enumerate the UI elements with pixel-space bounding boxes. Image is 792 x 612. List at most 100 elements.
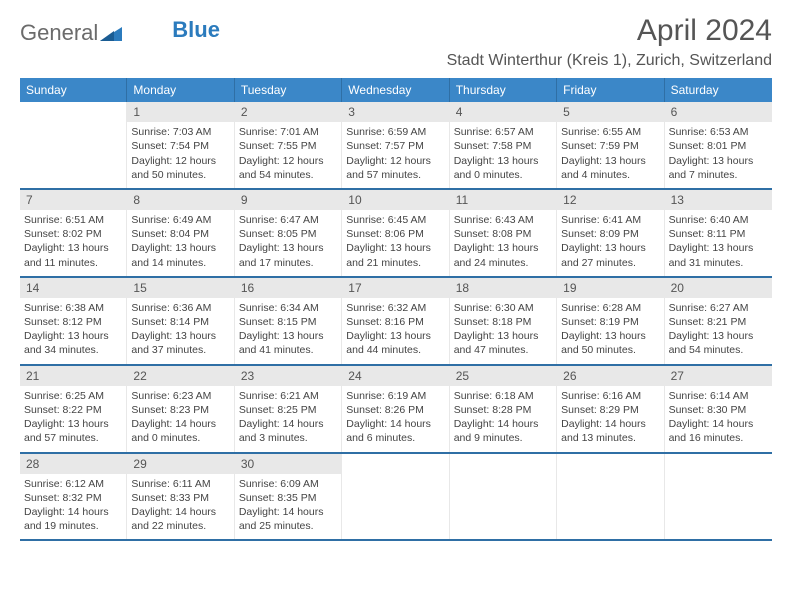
day-cell: 15Sunrise: 6:36 AMSunset: 8:14 PMDayligh…	[127, 278, 234, 364]
daylight-line: Daylight: 14 hours and 0 minutes.	[131, 417, 229, 445]
day-number	[557, 454, 663, 474]
day-number	[665, 454, 772, 474]
sunrise-line: Sunrise: 6:57 AM	[454, 125, 552, 139]
daylight-line: Daylight: 13 hours and 54 minutes.	[669, 329, 768, 357]
daylight-line: Daylight: 13 hours and 27 minutes.	[561, 241, 659, 269]
daylight-line: Daylight: 13 hours and 34 minutes.	[24, 329, 122, 357]
daylight-line: Daylight: 13 hours and 24 minutes.	[454, 241, 552, 269]
sunrise-line: Sunrise: 6:09 AM	[239, 477, 337, 491]
daylight-line: Daylight: 13 hours and 14 minutes.	[131, 241, 229, 269]
sunrise-line: Sunrise: 6:11 AM	[131, 477, 229, 491]
sunset-line: Sunset: 8:28 PM	[454, 403, 552, 417]
sunrise-line: Sunrise: 6:16 AM	[561, 389, 659, 403]
day-number: 10	[342, 190, 448, 210]
day-number: 2	[235, 102, 341, 122]
day-number: 7	[20, 190, 126, 210]
day-number: 21	[20, 366, 126, 386]
logo-word-general: General	[20, 20, 98, 46]
sunset-line: Sunset: 7:59 PM	[561, 139, 659, 153]
sunrise-line: Sunrise: 6:38 AM	[24, 301, 122, 315]
weekday-header-row: SundayMondayTuesdayWednesdayThursdayFrid…	[20, 78, 772, 102]
day-cell: 3Sunrise: 6:59 AMSunset: 7:57 PMDaylight…	[342, 102, 449, 188]
day-number: 1	[127, 102, 233, 122]
sunset-line: Sunset: 8:06 PM	[346, 227, 444, 241]
daylight-line: Daylight: 12 hours and 50 minutes.	[131, 154, 229, 182]
day-number	[342, 454, 448, 474]
daylight-line: Daylight: 14 hours and 13 minutes.	[561, 417, 659, 445]
daylight-line: Daylight: 13 hours and 47 minutes.	[454, 329, 552, 357]
sunset-line: Sunset: 8:18 PM	[454, 315, 552, 329]
logo-triangle-icon	[100, 23, 122, 44]
daylight-line: Daylight: 14 hours and 22 minutes.	[131, 505, 229, 533]
daylight-line: Daylight: 13 hours and 50 minutes.	[561, 329, 659, 357]
sunrise-line: Sunrise: 6:55 AM	[561, 125, 659, 139]
sunrise-line: Sunrise: 6:40 AM	[669, 213, 768, 227]
sunrise-line: Sunrise: 7:01 AM	[239, 125, 337, 139]
weekday-header: Wednesday	[342, 78, 449, 102]
weekday-header: Friday	[557, 78, 664, 102]
day-cell: 22Sunrise: 6:23 AMSunset: 8:23 PMDayligh…	[127, 366, 234, 452]
week-row: 1Sunrise: 7:03 AMSunset: 7:54 PMDaylight…	[20, 102, 772, 190]
location-text: Stadt Winterthur (Kreis 1), Zurich, Swit…	[447, 52, 772, 70]
daylight-line: Daylight: 13 hours and 37 minutes.	[131, 329, 229, 357]
weekday-header: Tuesday	[235, 78, 342, 102]
day-number: 19	[557, 278, 663, 298]
sunrise-line: Sunrise: 6:41 AM	[561, 213, 659, 227]
day-cell: 25Sunrise: 6:18 AMSunset: 8:28 PMDayligh…	[450, 366, 557, 452]
sunrise-line: Sunrise: 7:03 AM	[131, 125, 229, 139]
day-cell: 21Sunrise: 6:25 AMSunset: 8:22 PMDayligh…	[20, 366, 127, 452]
sunrise-line: Sunrise: 6:18 AM	[454, 389, 552, 403]
sunset-line: Sunset: 8:12 PM	[24, 315, 122, 329]
day-cell: 27Sunrise: 6:14 AMSunset: 8:30 PMDayligh…	[665, 366, 772, 452]
day-cell	[450, 454, 557, 540]
weekday-header: Sunday	[20, 78, 127, 102]
day-number: 26	[557, 366, 663, 386]
daylight-line: Daylight: 13 hours and 11 minutes.	[24, 241, 122, 269]
day-number: 5	[557, 102, 663, 122]
header: General Blue April 2024 Stadt Winterthur…	[20, 14, 772, 70]
sunset-line: Sunset: 7:55 PM	[239, 139, 337, 153]
day-cell	[557, 454, 664, 540]
sunrise-line: Sunrise: 6:49 AM	[131, 213, 229, 227]
sunset-line: Sunset: 7:58 PM	[454, 139, 552, 153]
calendar: SundayMondayTuesdayWednesdayThursdayFrid…	[20, 78, 772, 541]
day-cell: 18Sunrise: 6:30 AMSunset: 8:18 PMDayligh…	[450, 278, 557, 364]
sunset-line: Sunset: 8:23 PM	[131, 403, 229, 417]
day-cell: 16Sunrise: 6:34 AMSunset: 8:15 PMDayligh…	[235, 278, 342, 364]
sunrise-line: Sunrise: 6:32 AM	[346, 301, 444, 315]
sunrise-line: Sunrise: 6:45 AM	[346, 213, 444, 227]
weekday-header: Monday	[127, 78, 234, 102]
day-number	[20, 102, 126, 122]
sunset-line: Sunset: 8:04 PM	[131, 227, 229, 241]
day-cell: 26Sunrise: 6:16 AMSunset: 8:29 PMDayligh…	[557, 366, 664, 452]
sunrise-line: Sunrise: 6:51 AM	[24, 213, 122, 227]
daylight-line: Daylight: 14 hours and 16 minutes.	[669, 417, 768, 445]
day-number: 30	[235, 454, 341, 474]
day-number: 8	[127, 190, 233, 210]
sunrise-line: Sunrise: 6:34 AM	[239, 301, 337, 315]
day-number: 20	[665, 278, 772, 298]
logo: General Blue	[20, 20, 220, 46]
daylight-line: Daylight: 13 hours and 17 minutes.	[239, 241, 337, 269]
day-cell: 9Sunrise: 6:47 AMSunset: 8:05 PMDaylight…	[235, 190, 342, 276]
daylight-line: Daylight: 13 hours and 0 minutes.	[454, 154, 552, 182]
sunset-line: Sunset: 8:19 PM	[561, 315, 659, 329]
sunset-line: Sunset: 7:57 PM	[346, 139, 444, 153]
sunrise-line: Sunrise: 6:53 AM	[669, 125, 768, 139]
day-cell: 5Sunrise: 6:55 AMSunset: 7:59 PMDaylight…	[557, 102, 664, 188]
day-number: 18	[450, 278, 556, 298]
day-cell: 4 Sunrise: 6:57 AMSunset: 7:58 PMDaylight…	[450, 102, 557, 188]
day-number: 4	[450, 102, 556, 122]
sunset-line: Sunset: 8:25 PM	[239, 403, 337, 417]
daylight-line: Daylight: 13 hours and 7 minutes.	[669, 154, 768, 182]
day-cell: 13Sunrise: 6:40 AMSunset: 8:11 PMDayligh…	[665, 190, 772, 276]
day-cell: 7Sunrise: 6:51 AMSunset: 8:02 PMDaylight…	[20, 190, 127, 276]
day-cell: 24Sunrise: 6:19 AMSunset: 8:26 PMDayligh…	[342, 366, 449, 452]
day-number: 27	[665, 366, 772, 386]
day-cell: 30Sunrise: 6:09 AMSunset: 8:35 PMDayligh…	[235, 454, 342, 540]
day-number: 11	[450, 190, 556, 210]
sunset-line: Sunset: 8:01 PM	[669, 139, 768, 153]
day-number: 9	[235, 190, 341, 210]
sunset-line: Sunset: 8:30 PM	[669, 403, 768, 417]
day-number: 17	[342, 278, 448, 298]
